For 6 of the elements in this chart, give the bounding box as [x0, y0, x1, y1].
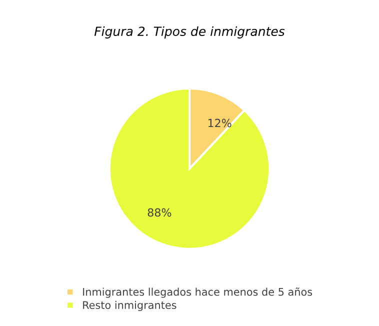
data-label: 88% [148, 208, 172, 217]
data-label: 12% [208, 118, 232, 128]
legend-label: Resto inmigrantes [83, 300, 176, 312]
legend-label: Inmigrantes llegados hace menos de 5 años [83, 288, 312, 298]
pie-slice [108, 87, 271, 250]
chart-title: Figura 2. Tipos de inmigrantes [94, 26, 285, 38]
